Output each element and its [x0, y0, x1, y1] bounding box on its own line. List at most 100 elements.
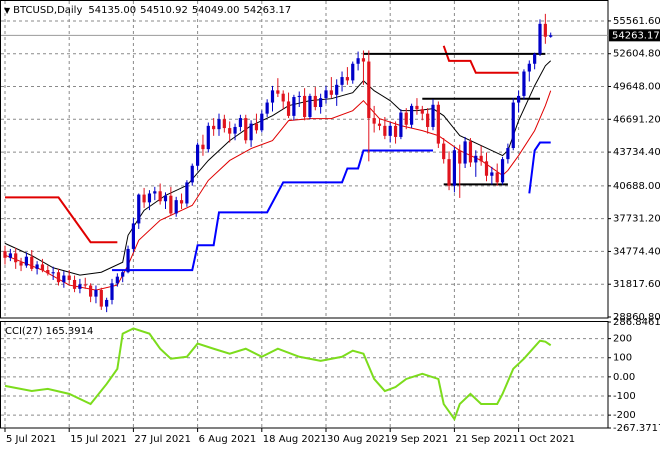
- candle-body: [121, 272, 125, 277]
- candle-body: [222, 119, 226, 129]
- candle-body: [228, 128, 232, 134]
- candle-body: [56, 272, 61, 283]
- candle-body: [254, 123, 259, 131]
- candle-body: [72, 279, 77, 289]
- candle-body: [447, 159, 451, 186]
- candle-body: [436, 104, 440, 144]
- candle-body: [51, 272, 55, 274]
- x-tick-label: 18 Aug 2021: [263, 434, 327, 445]
- candle-body: [404, 112, 408, 125]
- candle-body: [174, 200, 178, 214]
- y-tick-label: 46691.20: [613, 114, 660, 125]
- candle-body: [319, 98, 323, 108]
- candle-body: [30, 256, 34, 269]
- header-high: 54510.92: [140, 5, 188, 16]
- candle-body: [276, 90, 280, 94]
- x-tick-label: 9 Sep 2021: [391, 434, 448, 445]
- candle-body: [286, 101, 291, 116]
- candle-body: [533, 53, 537, 64]
- y-tick-label: 40688.00: [613, 181, 660, 192]
- candle-body: [500, 159, 505, 183]
- candle-body: [538, 23, 542, 54]
- candle-body: [292, 97, 296, 116]
- candle-body: [511, 102, 515, 149]
- candle-body: [308, 95, 312, 117]
- candle-body: [313, 95, 317, 108]
- candle-body: [399, 112, 403, 137]
- indicator-line: [4, 327, 552, 422]
- candle-body: [324, 90, 328, 99]
- x-tick-label: 21 Sep 2021: [455, 434, 518, 445]
- candle-body: [260, 113, 264, 131]
- candle-body: [99, 289, 103, 307]
- candle-body: [137, 194, 141, 224]
- x-tick-label: 6 Aug 2021: [199, 434, 257, 445]
- candle-body: [67, 275, 71, 280]
- header: ▼ BTCUSD,Daily 54135.00 54510.92 54049.00 542…: [4, 5, 291, 16]
- candle-body: [377, 123, 382, 126]
- candle-body: [452, 150, 456, 186]
- candle-body: [126, 248, 130, 273]
- candle-body: [468, 141, 473, 163]
- candle-body: [410, 105, 414, 125]
- candle-body: [383, 125, 387, 136]
- candle-body: [190, 165, 194, 183]
- candle-body: [89, 285, 93, 297]
- menu-arrow: ▼: [4, 6, 11, 15]
- candle-body: [484, 161, 489, 176]
- candle-body: [388, 125, 392, 136]
- last-price-label: 54263.17: [612, 30, 660, 41]
- candle-body: [335, 84, 339, 95]
- candle-body: [474, 155, 478, 163]
- candle-body: [244, 118, 248, 141]
- candle-body: [393, 125, 398, 137]
- candle-body: [110, 283, 114, 300]
- candle-body: [78, 284, 82, 289]
- candle-body: [463, 141, 467, 164]
- candle-body: [281, 93, 285, 102]
- cci-title: CCI(27) 165.3914: [5, 326, 93, 337]
- y-tick-label: 55561.60: [613, 16, 660, 27]
- candle-body: [506, 148, 510, 160]
- y-tick-label: 37731.20: [613, 214, 660, 225]
- candle-body: [495, 172, 499, 183]
- x-tick-label: 27 Jul 2021: [134, 434, 191, 445]
- candle-body: [217, 119, 221, 130]
- candle-body: [105, 299, 109, 307]
- header-open: 54135.00: [88, 5, 136, 16]
- y-tick-label: 49648.00: [613, 82, 660, 93]
- candle-body: [147, 193, 152, 203]
- candle-body: [40, 264, 45, 270]
- candle-body: [153, 191, 157, 194]
- candle-body: [131, 223, 135, 249]
- candle-body: [158, 191, 162, 202]
- candle-body: [196, 144, 200, 166]
- candle-body: [62, 275, 66, 283]
- candle-body: [8, 253, 12, 258]
- main-panel: [0, 0, 609, 319]
- candle-body: [442, 143, 446, 160]
- candle-body: [142, 194, 146, 203]
- x-tick-label: 15 Jul 2021: [70, 434, 127, 445]
- candle-body: [249, 123, 253, 141]
- candle-body: [3, 251, 7, 258]
- y-tick-label: 0.00: [613, 372, 635, 383]
- y-tick-label: -200: [613, 410, 636, 421]
- candle-body: [356, 58, 360, 64]
- last-price-tag: [609, 29, 660, 42]
- candle-body: [270, 90, 275, 103]
- candle-body: [179, 200, 184, 204]
- candle-body: [345, 77, 349, 81]
- candle-body: [367, 61, 371, 119]
- candle-body: [35, 264, 39, 269]
- candle-body: [303, 95, 307, 117]
- indicator-line: [5, 45, 519, 244]
- candle-body: [372, 118, 376, 124]
- symbol-title: BTCUSD,Daily: [13, 5, 82, 16]
- candle-body: [415, 105, 419, 110]
- candle-body: [115, 276, 119, 284]
- candle-body: [340, 77, 344, 85]
- candle-body: [329, 90, 333, 95]
